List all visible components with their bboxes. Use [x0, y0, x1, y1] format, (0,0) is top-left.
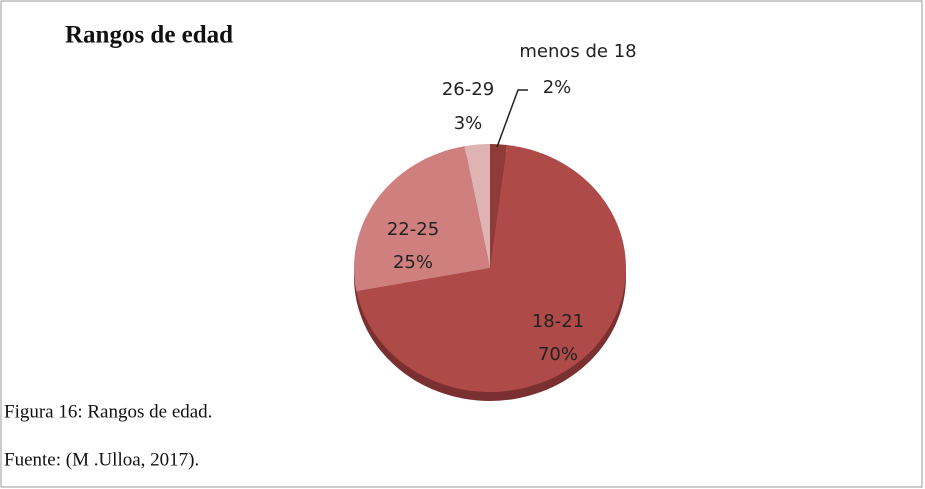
source: Fuente: (M .Ulloa, 2017).	[4, 449, 199, 470]
caption: Figura 16: Rangos de edad.	[4, 401, 212, 422]
slice-value-label: 3%	[454, 113, 483, 134]
slice-category-label: 22-25	[387, 219, 439, 240]
slice-category-label: menos de 18	[519, 41, 636, 62]
slice-value-label: 25%	[393, 252, 433, 273]
pie-slice	[490, 144, 508, 268]
slice-value-label: 70%	[538, 344, 578, 365]
leader-line	[496, 89, 528, 148]
slice-value-label: 2%	[543, 77, 572, 98]
pie-slice	[356, 144, 627, 393]
pie-slice	[353, 146, 490, 292]
slice-category-label: 18-21	[532, 311, 584, 332]
pie-slice	[464, 144, 490, 268]
slice-category-label: 26-29	[442, 79, 494, 100]
chart-title: Rangos de edad	[65, 22, 233, 49]
